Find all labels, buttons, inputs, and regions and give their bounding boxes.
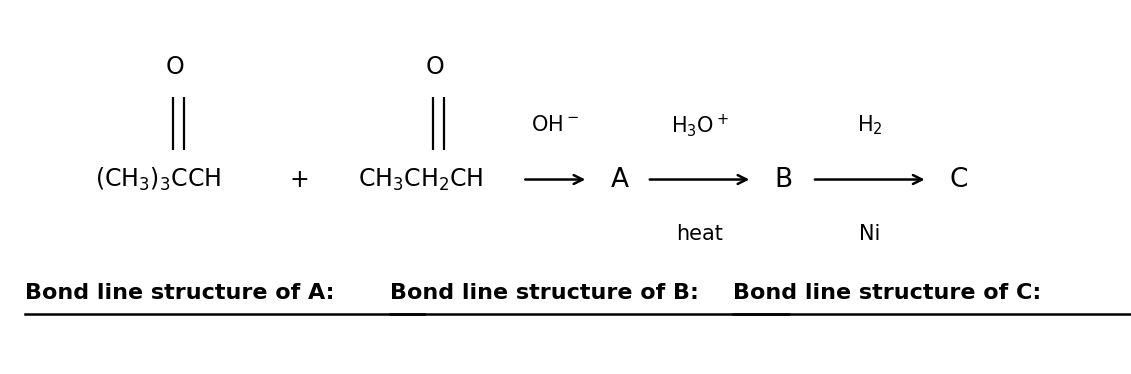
Text: C: C	[950, 166, 968, 193]
Text: O: O	[426, 55, 444, 79]
Text: CH$_3$CH$_2$CH: CH$_3$CH$_2$CH	[359, 166, 483, 193]
Text: (CH$_3$)$_3$CCH: (CH$_3$)$_3$CCH	[95, 166, 222, 193]
Text: heat: heat	[676, 224, 723, 244]
Text: OH$^-$: OH$^-$	[532, 115, 579, 135]
Text: Bond line structure of B:: Bond line structure of B:	[390, 283, 699, 303]
Text: O: O	[166, 55, 184, 79]
Text: A: A	[611, 166, 629, 193]
Text: Bond line structure of C:: Bond line structure of C:	[733, 283, 1042, 303]
Text: Bond line structure of A:: Bond line structure of A:	[25, 283, 335, 303]
Text: H$_2$: H$_2$	[857, 113, 882, 137]
Text: B: B	[775, 166, 793, 193]
Text: +: +	[290, 168, 310, 191]
Text: Ni: Ni	[860, 224, 880, 244]
Text: H$_3$O$^+$: H$_3$O$^+$	[671, 112, 728, 139]
